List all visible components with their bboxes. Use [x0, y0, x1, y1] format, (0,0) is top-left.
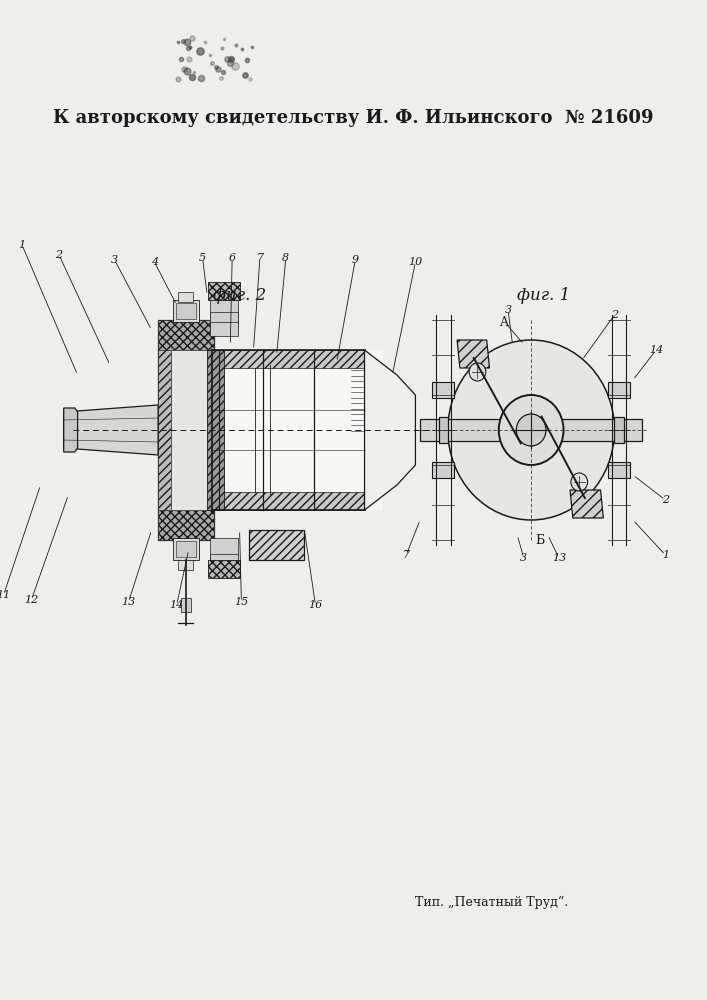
Text: Тип. „Печатный Труд“.: Тип. „Печатный Труд“. — [415, 895, 568, 909]
Text: 8: 8 — [282, 253, 289, 263]
Bar — [249, 530, 305, 560]
Text: 1: 1 — [662, 550, 669, 560]
Bar — [614, 417, 624, 443]
Bar — [608, 382, 630, 398]
Text: 12: 12 — [24, 595, 38, 605]
Bar — [178, 560, 193, 570]
Bar — [207, 350, 224, 510]
Text: 13: 13 — [551, 553, 566, 563]
Bar — [608, 462, 630, 478]
Circle shape — [516, 414, 546, 446]
Text: 3: 3 — [520, 553, 527, 563]
Bar — [432, 462, 455, 478]
Text: 7: 7 — [257, 253, 264, 263]
Text: 16: 16 — [308, 600, 322, 610]
Bar — [210, 298, 238, 323]
Text: 4: 4 — [151, 257, 158, 267]
Text: 5: 5 — [199, 253, 206, 263]
Circle shape — [448, 340, 614, 520]
Bar — [249, 530, 305, 560]
Text: 11: 11 — [0, 590, 11, 600]
Text: Б: Б — [536, 534, 545, 546]
Bar — [158, 510, 214, 540]
Polygon shape — [64, 408, 78, 452]
Circle shape — [571, 473, 588, 491]
Bar — [210, 538, 238, 563]
Polygon shape — [570, 490, 603, 518]
Text: 10: 10 — [409, 257, 423, 267]
Bar — [432, 382, 455, 398]
Bar — [208, 560, 240, 578]
Bar — [212, 492, 365, 510]
Bar — [181, 598, 190, 612]
Text: 7: 7 — [402, 550, 410, 560]
Bar — [173, 538, 199, 560]
Bar — [176, 541, 196, 557]
Bar — [210, 312, 238, 328]
Circle shape — [469, 363, 486, 381]
Polygon shape — [457, 340, 489, 368]
Bar — [210, 322, 238, 336]
Text: фиг. 1: фиг. 1 — [517, 286, 570, 304]
Bar — [212, 350, 365, 368]
Text: 1: 1 — [18, 240, 25, 250]
Bar — [208, 282, 240, 300]
Bar — [171, 350, 214, 510]
Text: 14: 14 — [170, 600, 184, 610]
Bar — [420, 419, 642, 441]
Bar — [210, 554, 238, 568]
Text: фиг. 2: фиг. 2 — [213, 286, 267, 304]
Text: 3: 3 — [111, 255, 118, 265]
Text: 14: 14 — [649, 345, 663, 355]
Bar — [176, 303, 196, 319]
Bar — [212, 350, 383, 510]
Bar — [178, 292, 193, 302]
Bar — [438, 417, 448, 443]
Text: 2: 2 — [662, 495, 669, 505]
Text: 9: 9 — [351, 255, 359, 265]
Bar — [158, 320, 214, 540]
Text: 6: 6 — [228, 253, 235, 263]
Polygon shape — [365, 350, 416, 510]
Bar — [173, 300, 199, 322]
Circle shape — [498, 395, 563, 465]
Text: 13: 13 — [122, 597, 136, 607]
Text: К авторскому свидетельству И. Ф. Ильинского  № 21609: К авторскому свидетельству И. Ф. Ильинск… — [53, 109, 654, 127]
Bar — [158, 320, 214, 350]
Bar — [158, 350, 171, 510]
Text: 3: 3 — [504, 305, 512, 315]
Text: 15: 15 — [234, 597, 249, 607]
Text: A: A — [499, 316, 508, 328]
Text: 2: 2 — [611, 310, 618, 320]
Polygon shape — [64, 405, 158, 455]
Text: 2: 2 — [56, 250, 63, 260]
